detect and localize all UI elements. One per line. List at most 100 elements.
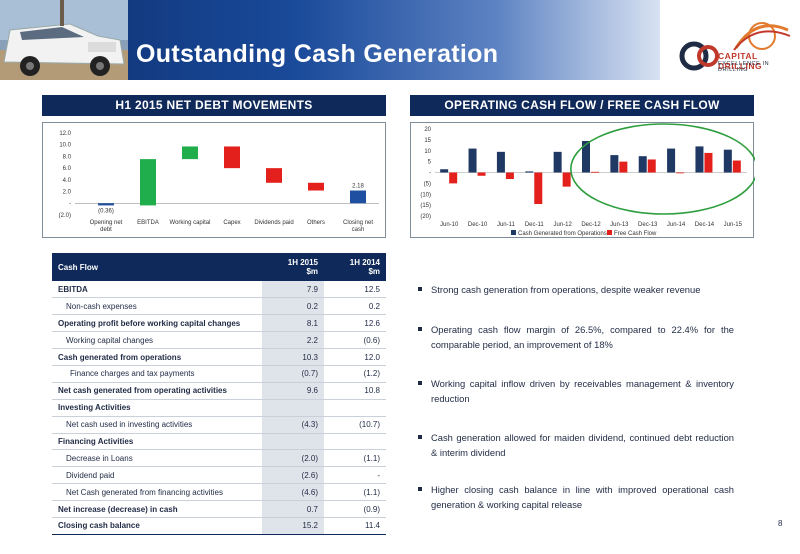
waterfall-bar [350, 190, 366, 204]
x-tick-label: Others [307, 220, 325, 226]
value-1h2015: 2.2 [262, 331, 324, 350]
logo-name: CAPITAL DRILLING [718, 51, 763, 71]
value-1h2014: (1.1) [324, 483, 386, 502]
value-1h2015: 0.2 [262, 297, 324, 316]
value-1h2015: (0.7) [262, 365, 324, 383]
x-tick-label: Jun-11 [497, 222, 516, 228]
bullet-item: Operating cash flow margin of 26.5%, com… [418, 322, 734, 352]
x-tick-label: Jun-12 [553, 222, 572, 228]
x-tick-label: Jun-10 [440, 222, 459, 228]
operations-bar [440, 169, 449, 173]
company-logo: CAPITAL DRILLING EXCELLENCE IN DRILLING [676, 20, 798, 73]
table-row: Cash generated from operations 10.3 12.0 [52, 348, 386, 366]
value-1h2014: 12.0 [324, 348, 386, 366]
row-label: Decrease in Loans [52, 449, 262, 468]
free-cash-flow-bar [591, 171, 599, 173]
waterfall-bar [266, 168, 282, 183]
table-row: EBITDA 7.9 12.5 [52, 281, 386, 299]
x-tick-label: debt [100, 227, 112, 233]
operations-bar [610, 155, 619, 173]
y-tick-label: (15) [420, 203, 431, 209]
page-number: 8 [778, 519, 783, 528]
row-label: Finance charges and tax payments [52, 365, 262, 383]
y-tick-label: 10 [424, 149, 431, 155]
waterfall-bar [224, 146, 240, 169]
y-tick-label: (2.0) [59, 213, 71, 219]
free-cash-flow-bar [647, 159, 656, 173]
row-label: Closing cash balance [52, 517, 262, 535]
value-1h2014: (0.6) [324, 331, 386, 350]
value-1h2015 [262, 432, 324, 451]
value-1h2014 [324, 398, 386, 417]
row-label: Working capital changes [52, 331, 262, 350]
row-label: Net Cash generated from financing activi… [52, 483, 262, 502]
x-tick-label: Jun-14 [667, 222, 686, 228]
table-row: Decrease in Loans (2.0) (1.1) [52, 449, 386, 468]
y-tick-label: 4.0 [63, 178, 72, 184]
y-tick-label: 8.0 [63, 154, 72, 160]
value-1h2014: 10.8 [324, 382, 386, 400]
y-tick-label: 6.0 [63, 166, 72, 172]
x-tick-label: cash [352, 227, 365, 233]
value-1h2014: 11.4 [324, 517, 386, 535]
row-label: Financing Activities [52, 432, 262, 451]
operations-bar [638, 156, 647, 173]
y-tick-label: - [69, 201, 71, 207]
y-tick-label: (10) [420, 192, 431, 198]
legend-label: Cash Generated from Operations [518, 231, 607, 237]
bullet-item: Cash generation allowed for maiden divid… [418, 430, 734, 460]
waterfall-bar [308, 182, 324, 191]
free-cash-flow-bar [562, 172, 571, 187]
x-tick-label: Jun-13 [610, 222, 629, 228]
value-1h2014: (1.1) [324, 449, 386, 468]
x-tick-label: Dec-10 [468, 222, 488, 228]
value-1h2015 [262, 398, 324, 417]
legend-swatch [607, 230, 612, 235]
page-title: Outstanding Cash Generation [136, 40, 499, 68]
table-header-label: Cash Flow [52, 253, 262, 281]
y-tick-label: - [429, 171, 431, 177]
row-label: Net cash used in investing activities [52, 416, 262, 434]
value-1h2014: 12.5 [324, 281, 386, 299]
cash-flow-bar-chart: 20 15 10 5 - (5) (10) (15) (20) Jun-10 Dec-10 Jun-1… [410, 122, 755, 238]
value-1h2015: (2.0) [262, 449, 324, 468]
operations-bar [695, 146, 704, 173]
legend-label: Free Cash Flow [614, 231, 657, 237]
net-debt-section-title: H1 2015 NET DEBT MOVEMENTS [42, 95, 386, 116]
value-1h2015: 0.7 [262, 500, 324, 518]
value-1h2015: 15.2 [262, 517, 324, 535]
x-tick-label: Working capital [170, 220, 211, 226]
y-tick-label: (5) [424, 181, 431, 187]
operations-bar [723, 149, 732, 173]
y-tick-label: 10.0 [59, 143, 71, 149]
cash-flow-section-title: OPERATING CASH FLOW / FREE CASH FLOW [410, 95, 754, 116]
table-row: Net cash generated from operating activi… [52, 382, 386, 400]
table-row: Operating profit before working capital … [52, 314, 386, 333]
data-label: 2.18 [352, 184, 364, 190]
table-header-2015: 1H 2015 $m [262, 253, 324, 281]
free-cash-flow-bar [505, 172, 514, 180]
row-label: Net cash generated from operating activi… [52, 382, 262, 400]
free-cash-flow-bar [732, 160, 741, 173]
y-tick-label: 20 [424, 127, 431, 133]
bullet-item: Strong cash generation from operations, … [418, 282, 700, 297]
operations-bar [525, 171, 534, 173]
value-1h2015: 7.9 [262, 281, 324, 299]
logo-tagline: EXCELLENCE IN DRILLING [718, 61, 770, 73]
net-debt-waterfall-chart: 12.0 10.0 8.0 6.0 4.0 2.0 - (2.0) (0.36) Opening … [42, 122, 386, 238]
free-cash-flow-bar [619, 161, 628, 173]
operations-bar [553, 151, 562, 173]
bullet-item: Higher closing cash balance in line with… [418, 482, 734, 512]
table-row: Financing Activities [52, 432, 386, 451]
value-1h2015: 9.6 [262, 382, 324, 400]
value-1h2014: (1.2) [324, 365, 386, 383]
value-1h2014: 0.2 [324, 297, 386, 316]
free-cash-flow-bar [534, 172, 543, 205]
free-cash-flow-bar [477, 172, 486, 176]
y-tick-label: (20) [420, 214, 431, 220]
table-row: Closing cash balance 15.2 11.4 [52, 517, 386, 535]
table-row: Dividend paid (2.6) - [52, 466, 386, 485]
free-cash-flow-bar [676, 172, 685, 174]
operations-bar [582, 140, 590, 173]
table-row: Finance charges and tax payments (0.7) (1.… [52, 365, 386, 383]
